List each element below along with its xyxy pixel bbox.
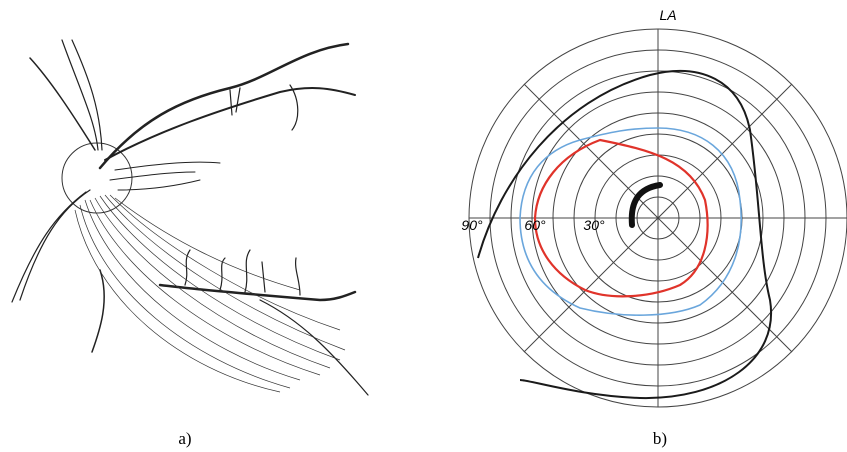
perimetry-chart: LA 90° 60° 30° [461,7,847,408]
angle-label: 60° [524,217,546,233]
vessel [61,39,103,151]
vessel [91,269,105,353]
blind-spot [628,182,663,228]
vessel [98,42,350,170]
angle-label: 90° [461,217,483,233]
vessel [229,84,299,131]
inner-isopter [533,138,709,298]
outer-isopter [477,69,773,400]
panel-label: a) [178,429,191,448]
vessel [184,249,301,296]
meridians [469,29,847,407]
vessel [109,161,221,191]
middle-isopter [519,127,743,316]
vessel [104,87,356,161]
vessel [29,57,96,151]
fundus-drawing [11,39,369,396]
angle-label: 30° [583,217,605,233]
chart-title: LA [659,7,676,23]
nerve-fibers [74,194,346,393]
vessel [11,189,91,303]
panel-label: b) [653,429,667,448]
vessel [158,283,357,302]
vessel [259,299,369,396]
